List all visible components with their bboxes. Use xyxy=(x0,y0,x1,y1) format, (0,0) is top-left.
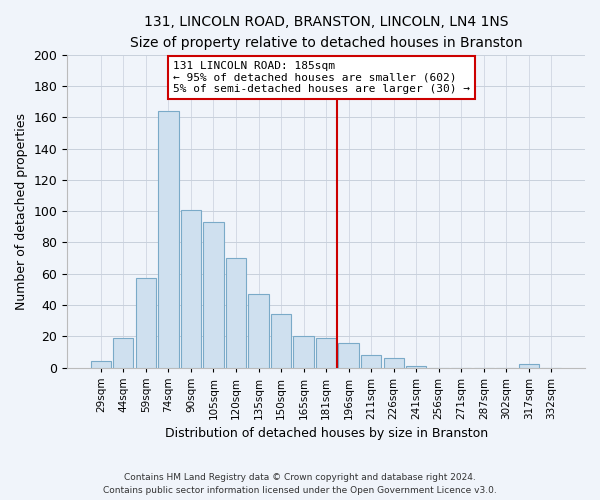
Bar xyxy=(226,258,246,368)
Bar xyxy=(113,338,133,368)
Bar xyxy=(316,338,336,368)
Bar xyxy=(383,358,404,368)
Text: Contains HM Land Registry data © Crown copyright and database right 2024.
Contai: Contains HM Land Registry data © Crown c… xyxy=(103,474,497,495)
Bar xyxy=(518,364,539,368)
Y-axis label: Number of detached properties: Number of detached properties xyxy=(15,112,28,310)
Bar xyxy=(181,210,201,368)
Title: 131, LINCOLN ROAD, BRANSTON, LINCOLN, LN4 1NS
Size of property relative to detac: 131, LINCOLN ROAD, BRANSTON, LINCOLN, LN… xyxy=(130,15,523,50)
Bar xyxy=(338,342,359,367)
Bar xyxy=(271,314,291,368)
Bar xyxy=(406,366,427,368)
Bar xyxy=(136,278,156,368)
X-axis label: Distribution of detached houses by size in Branston: Distribution of detached houses by size … xyxy=(164,427,488,440)
Bar xyxy=(361,355,381,368)
Bar xyxy=(248,294,269,368)
Bar xyxy=(293,336,314,368)
Text: 131 LINCOLN ROAD: 185sqm
← 95% of detached houses are smaller (602)
5% of semi-d: 131 LINCOLN ROAD: 185sqm ← 95% of detach… xyxy=(173,61,470,94)
Bar xyxy=(91,362,111,368)
Bar xyxy=(158,111,179,368)
Bar xyxy=(203,222,224,368)
